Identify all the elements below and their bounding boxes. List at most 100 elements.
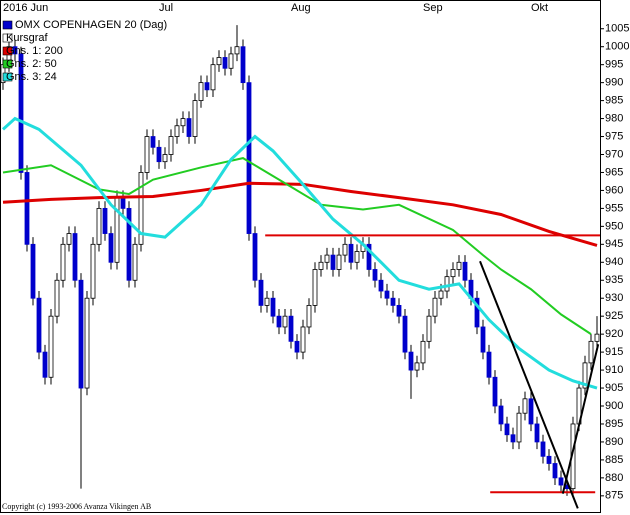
candle-body bbox=[54, 279, 60, 317]
candle-body bbox=[102, 207, 108, 234]
candle-body bbox=[546, 455, 552, 464]
candle-body bbox=[462, 261, 468, 281]
candle-body bbox=[36, 297, 42, 353]
y-tick-label: 945 bbox=[605, 238, 623, 250]
candle-body bbox=[594, 333, 600, 342]
candle-body bbox=[246, 82, 252, 234]
candle-body bbox=[270, 297, 276, 317]
candle-body bbox=[168, 136, 174, 155]
candle-body bbox=[312, 269, 318, 306]
candle-body bbox=[24, 172, 30, 245]
candle-body bbox=[288, 315, 294, 342]
candle-body bbox=[12, 46, 18, 55]
candle-body bbox=[240, 46, 246, 84]
candle-body bbox=[534, 423, 540, 443]
candle-body bbox=[300, 326, 306, 353]
legend-swatch bbox=[2, 33, 13, 43]
candle-body bbox=[396, 305, 402, 317]
candle-body bbox=[516, 412, 522, 443]
candle-body bbox=[222, 57, 228, 69]
candle-body bbox=[258, 279, 264, 306]
y-tick-label: 900 bbox=[605, 400, 623, 412]
candle-body bbox=[216, 57, 222, 66]
candle-body bbox=[30, 243, 36, 299]
candle-body bbox=[528, 398, 534, 425]
y-tick-label: 910 bbox=[605, 364, 623, 376]
candle-body bbox=[210, 64, 216, 91]
candle-body bbox=[234, 46, 240, 55]
y-tick-label: 960 bbox=[605, 184, 623, 196]
trend-line bbox=[561, 343, 600, 494]
candle-body bbox=[498, 405, 504, 425]
y-tick-label: 970 bbox=[605, 148, 623, 160]
x-tick-label: Sep bbox=[423, 2, 443, 14]
y-tick-label: 980 bbox=[605, 112, 623, 124]
y-tick-label: 885 bbox=[605, 454, 623, 466]
candle-body bbox=[366, 243, 372, 270]
legend-label: OMX COPENHAGEN 20 (Dag) bbox=[15, 19, 167, 31]
candle-body bbox=[318, 261, 324, 270]
candle-body bbox=[378, 279, 384, 292]
candle-body bbox=[204, 82, 210, 91]
legend-swatch bbox=[2, 20, 13, 30]
candle-body bbox=[522, 398, 528, 414]
candle-body bbox=[330, 254, 336, 270]
candle-body bbox=[408, 351, 414, 371]
y-tick-label: 985 bbox=[605, 95, 623, 107]
candle-body bbox=[84, 297, 90, 389]
candle-body bbox=[198, 82, 204, 102]
candle-body bbox=[186, 118, 192, 137]
legend-label: Gns. 1: 200 bbox=[6, 45, 63, 57]
y-tick-label: 965 bbox=[605, 166, 623, 178]
candle-body bbox=[336, 254, 342, 270]
y-tick-label: 930 bbox=[605, 292, 623, 304]
y-tick-label: 905 bbox=[605, 382, 623, 394]
legend-swatch bbox=[2, 72, 13, 82]
candle-body bbox=[144, 136, 150, 173]
candle-body bbox=[162, 154, 168, 163]
candle-body bbox=[588, 340, 594, 364]
y-tick-label: 925 bbox=[605, 310, 623, 322]
candle-body bbox=[552, 463, 558, 479]
candle-body bbox=[276, 315, 282, 328]
candle-body bbox=[354, 251, 360, 263]
candle-body bbox=[252, 233, 258, 281]
candle-body bbox=[132, 243, 138, 281]
candle-body bbox=[420, 340, 426, 364]
legend-label: Gns. 3: 24 bbox=[6, 71, 57, 83]
candle-body bbox=[348, 243, 354, 263]
candle-body bbox=[60, 243, 66, 281]
candle-body bbox=[294, 340, 300, 353]
candle-body bbox=[384, 290, 390, 299]
candle-body bbox=[372, 269, 378, 281]
candle-body bbox=[432, 297, 438, 317]
candle-body bbox=[78, 279, 84, 389]
y-tick-label: 935 bbox=[605, 274, 623, 286]
candle-body bbox=[228, 53, 234, 69]
y-tick-label: 890 bbox=[605, 436, 623, 448]
x-tick-label: 2016 Jun bbox=[3, 2, 48, 14]
candle-body bbox=[42, 351, 48, 378]
candle-body bbox=[156, 146, 162, 163]
plot-area bbox=[0, 0, 601, 513]
x-tick-label: Aug bbox=[291, 2, 311, 14]
y-tick-label: 995 bbox=[605, 59, 623, 71]
y-tick-label: 950 bbox=[605, 220, 623, 232]
candle-body bbox=[282, 315, 288, 328]
candle-body bbox=[342, 243, 348, 256]
candle-body bbox=[306, 305, 312, 328]
candle-body bbox=[138, 172, 144, 245]
y-tick-label: 1005 bbox=[605, 23, 629, 35]
candle-body bbox=[504, 423, 510, 436]
y-tick-label: 915 bbox=[605, 346, 623, 358]
candle-body bbox=[474, 297, 480, 328]
candle-body bbox=[48, 315, 54, 378]
candle-body bbox=[192, 100, 198, 137]
candle-body bbox=[390, 297, 396, 306]
candle-body bbox=[480, 326, 486, 353]
y-tick-label: 875 bbox=[605, 490, 623, 502]
candle-body bbox=[558, 477, 564, 486]
candle-body bbox=[180, 118, 186, 127]
candle-body bbox=[426, 315, 432, 342]
x-tick-label: Okt bbox=[531, 2, 548, 14]
